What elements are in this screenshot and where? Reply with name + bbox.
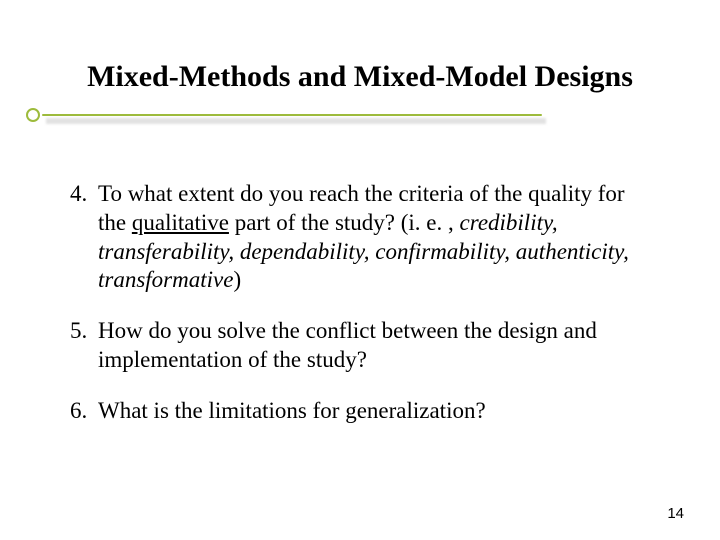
item-text-post: ) — [233, 267, 241, 292]
item-text: How do you solve the conflict between th… — [98, 317, 650, 375]
title-underline — [70, 102, 650, 130]
item-number: 5. — [70, 317, 98, 375]
bullet-dot-icon — [26, 108, 40, 122]
item-number: 4. — [70, 180, 98, 295]
slide-title: Mixed-Methods and Mixed-Model Designs — [70, 60, 650, 94]
item-number: 6. — [70, 397, 98, 426]
list-item: 4. To what extent do you reach the crite… — [70, 180, 650, 295]
slide: Mixed-Methods and Mixed-Model Designs 4.… — [0, 0, 720, 540]
item-text-mid: part of the study? (i. e. , — [229, 210, 460, 235]
underline-shadow — [46, 118, 546, 124]
list-item: 6. What is the limitations for generaliz… — [70, 397, 650, 426]
content-list: 4. To what extent do you reach the crite… — [70, 180, 650, 425]
item-text-underlined: qualitative — [132, 210, 229, 235]
item-text: To what extent do you reach the criteria… — [98, 180, 650, 295]
list-item: 5. How do you solve the conflict between… — [70, 317, 650, 375]
page-number: 14 — [667, 505, 684, 522]
item-text: What is the limitations for generalizati… — [98, 397, 650, 426]
underline-bar — [42, 114, 542, 116]
